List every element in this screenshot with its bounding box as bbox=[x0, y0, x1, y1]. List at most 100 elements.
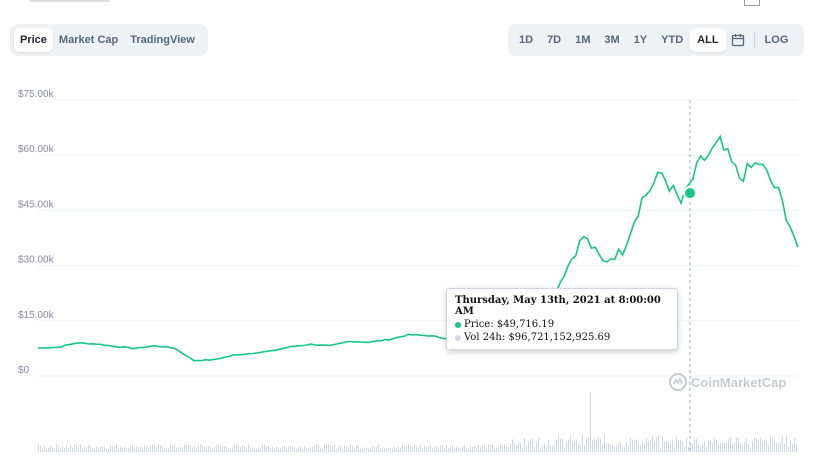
calendar-icon[interactable] bbox=[726, 28, 750, 52]
volume-bar bbox=[710, 440, 711, 452]
volume-bar bbox=[304, 445, 305, 452]
volume-bar bbox=[494, 447, 495, 452]
volume-bar bbox=[716, 440, 717, 452]
volume-bar bbox=[628, 445, 629, 452]
volume-bar bbox=[194, 446, 195, 452]
volume-bar bbox=[280, 447, 281, 452]
volume-bar bbox=[334, 444, 335, 452]
volume-bar bbox=[566, 442, 567, 452]
volume-bar bbox=[170, 445, 171, 452]
volume-bar bbox=[68, 447, 69, 452]
volume-bar bbox=[776, 443, 777, 452]
volume-bar bbox=[458, 447, 459, 452]
volume-bar bbox=[542, 445, 543, 452]
log-toggle[interactable]: LOG bbox=[764, 34, 789, 46]
range-all[interactable]: ALL bbox=[690, 28, 726, 52]
volume-bar bbox=[404, 446, 405, 452]
volume-bar bbox=[696, 438, 697, 452]
volume-bar bbox=[292, 446, 293, 452]
volume-bar bbox=[760, 438, 761, 452]
volume-bar bbox=[350, 444, 351, 452]
volume-bar bbox=[602, 445, 603, 452]
volume-bar bbox=[166, 447, 167, 452]
volume-bar bbox=[482, 445, 483, 452]
volume-bar bbox=[612, 445, 613, 452]
volume-bar bbox=[152, 444, 153, 452]
range-3m[interactable]: 3M bbox=[604, 34, 620, 46]
volume-bar bbox=[544, 443, 545, 452]
volume-bar bbox=[662, 436, 663, 452]
volume-bar bbox=[410, 445, 411, 452]
volume-bar bbox=[788, 446, 789, 452]
tab-price[interactable]: Price bbox=[14, 28, 53, 52]
volume-bar bbox=[532, 438, 533, 452]
tooltip-date: Thursday, May 13th, 2021 at 8:00:00 AM bbox=[455, 295, 661, 317]
volume-bar bbox=[644, 443, 645, 452]
volume-bar bbox=[128, 448, 129, 452]
range-1m[interactable]: 1M bbox=[575, 34, 591, 46]
price-series-line bbox=[37, 134, 799, 362]
volume-bar bbox=[388, 448, 389, 452]
volume-bar bbox=[58, 446, 59, 452]
volume-bar bbox=[54, 448, 55, 452]
volume-bar bbox=[246, 448, 247, 452]
volume-bar bbox=[376, 446, 377, 452]
volume-bar bbox=[234, 444, 235, 452]
volume-bar bbox=[74, 444, 75, 452]
volume-bar bbox=[674, 447, 675, 452]
volume-bar bbox=[514, 442, 515, 452]
volume-bar bbox=[282, 446, 283, 452]
watermark-text: CoinMarketCap bbox=[691, 374, 787, 390]
volume-bar bbox=[174, 444, 175, 452]
volume-bar bbox=[434, 446, 435, 452]
volume-bar bbox=[64, 448, 65, 452]
volume-bar bbox=[720, 442, 721, 452]
volume-bar bbox=[238, 444, 239, 452]
volume-bar bbox=[558, 436, 559, 452]
volume-bar bbox=[200, 444, 201, 452]
volume-bar bbox=[124, 447, 125, 452]
volume-bar bbox=[172, 446, 173, 452]
tab-tradingview[interactable]: TradingView bbox=[130, 34, 195, 46]
volume-bar bbox=[538, 438, 539, 452]
volume-bar bbox=[472, 446, 473, 452]
volume-bar bbox=[774, 440, 775, 452]
volume-bar bbox=[700, 447, 701, 452]
volume-bar bbox=[420, 445, 421, 452]
tooltip-price-label: Price: bbox=[464, 319, 494, 330]
volume-bar bbox=[154, 444, 155, 452]
volume-bar bbox=[416, 446, 417, 452]
volume-bar bbox=[748, 443, 749, 452]
volume-bar bbox=[164, 448, 165, 452]
range-ytd[interactable]: YTD bbox=[661, 34, 684, 46]
volume-bar bbox=[392, 448, 393, 452]
volume-bar bbox=[374, 446, 375, 452]
volume-bar bbox=[144, 445, 145, 452]
volume-bar bbox=[326, 444, 327, 452]
volume-bar bbox=[448, 448, 449, 452]
volume-bar bbox=[718, 444, 719, 452]
volume-bar bbox=[90, 446, 91, 452]
tooltip-price-row: Price: $49,716.19 bbox=[455, 319, 669, 330]
volume-bar bbox=[364, 448, 365, 452]
volume-bar bbox=[792, 444, 793, 452]
volume-bar bbox=[354, 448, 355, 452]
volume-bar bbox=[564, 447, 565, 452]
range-7d[interactable]: 7D bbox=[547, 34, 562, 46]
volume-bar bbox=[236, 445, 237, 452]
volume-bar bbox=[114, 446, 115, 452]
volume-bar bbox=[250, 447, 251, 452]
volume-bar bbox=[778, 443, 779, 452]
volume-bar bbox=[550, 445, 551, 452]
volume-bar bbox=[142, 447, 143, 452]
y-tick-label: $0 bbox=[18, 365, 30, 376]
volume-bar bbox=[432, 448, 433, 452]
volume-bar bbox=[332, 446, 333, 452]
volume-bar bbox=[340, 445, 341, 452]
range-1d[interactable]: 1D bbox=[519, 34, 534, 46]
volume-bar bbox=[648, 441, 649, 452]
tab-market-cap[interactable]: Market Cap bbox=[58, 34, 119, 46]
volume-bar bbox=[298, 446, 299, 452]
range-1y[interactable]: 1Y bbox=[633, 34, 648, 46]
